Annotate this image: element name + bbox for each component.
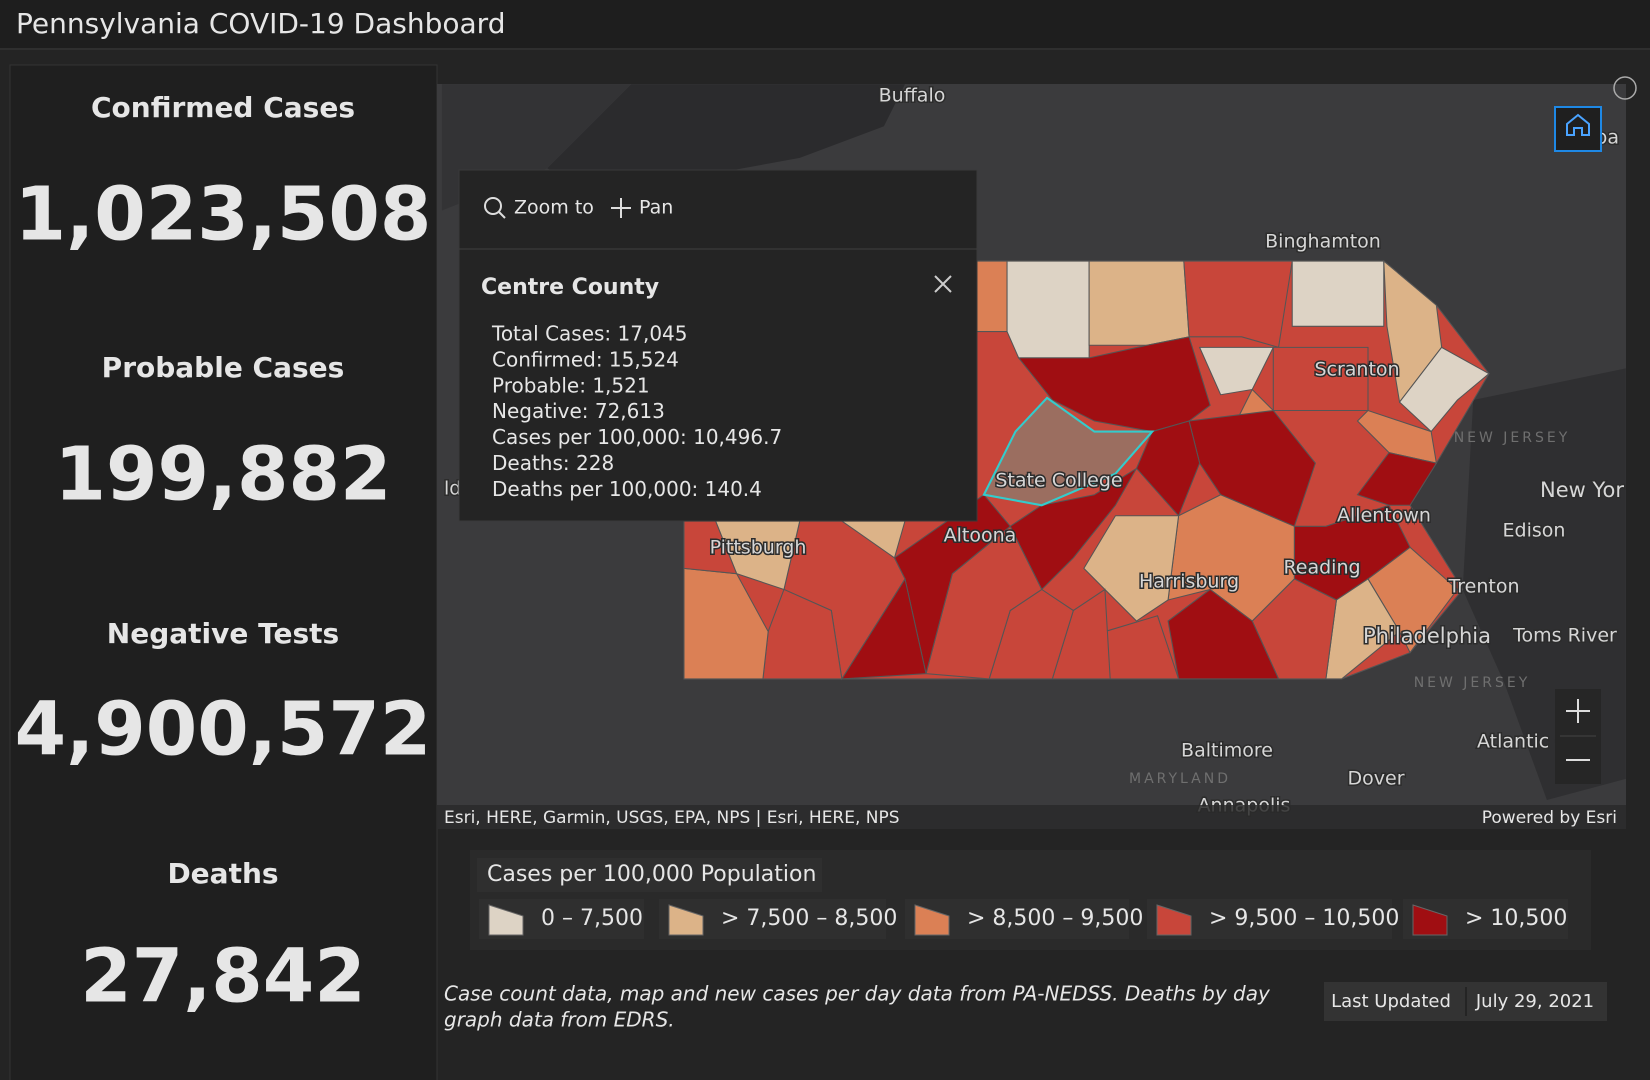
county [1167, 494, 1295, 622]
footer-note: graph data from EDRS. [444, 1008, 675, 1032]
legend-swatch [668, 904, 704, 936]
legend-title-box [477, 858, 822, 892]
map-shapes [441, 84, 1626, 800]
county [1356, 452, 1438, 506]
place-label: ld [444, 478, 461, 500]
place-label: Allentown [1337, 505, 1431, 527]
stats: Confirmed Cases 1,023,508 Probable Cases 19… [15, 91, 432, 1020]
fullscreen-button[interactable] [1613, 76, 1637, 100]
footer-note: Case count data, map and new cases per d… [444, 982, 1271, 1006]
header-title: Pennsylvania COVID-19 Dashboard [16, 7, 505, 40]
stat-value: 199,882 [54, 432, 391, 518]
attribution: Esri, HERE, Garmin, USGS, EPA, NPS | Esr… [444, 808, 900, 828]
place-label: Edison [1503, 520, 1566, 542]
place-label: Altoona [944, 525, 1017, 547]
place-label: Binghamton [1265, 231, 1381, 253]
place-label: New Yor [1540, 478, 1624, 502]
popup-field: Confirmed: 15,524 [492, 347, 679, 371]
legend-label: > 8,500 – 9,500 [967, 906, 1143, 931]
county [976, 260, 1008, 333]
popup-title: Centre County [481, 275, 659, 300]
county [1183, 260, 1293, 349]
popup-box [458, 169, 978, 522]
place-label: Toms River [1512, 625, 1617, 647]
popup-field: Deaths per 100,000: 140.4 [492, 477, 762, 501]
last-updated-label: Last Updated [1331, 991, 1451, 1012]
centre-county[interactable] [982, 396, 1155, 507]
county [1006, 260, 1090, 359]
place-label: Harrisburg [1139, 571, 1239, 593]
stat-value: 27,842 [80, 934, 366, 1020]
region-label: NEW JERSEY [1454, 430, 1571, 446]
stat-label: Confirmed Cases [91, 91, 355, 124]
pan-icon [611, 198, 631, 218]
zoom-icon [498, 211, 506, 219]
legend: 0 – 7,500 > 7,500 – 8,500 > 8,500 – 9,500 >… [479, 899, 1568, 939]
county [1167, 588, 1280, 680]
stat-value: 4,900,572 [15, 687, 432, 773]
legend-title: Cases per 100,000 Population [487, 862, 816, 887]
popup-action[interactable]: Pan [639, 197, 673, 219]
place-label: State College [995, 470, 1122, 492]
popup: Zoom to Pan Centre County Total Cases: 1… [458, 169, 978, 522]
stat-value: 1,023,508 [15, 172, 432, 258]
county [1135, 420, 1201, 517]
popup-field: Negative: 72,613 [492, 399, 665, 423]
place-label: Pittsburgh [710, 537, 807, 559]
lake-erie [547, 84, 905, 190]
place-label: Buffalo [879, 85, 946, 107]
county [762, 588, 843, 680]
county [1088, 260, 1190, 346]
region-label: NEW JERSEY [1414, 675, 1531, 691]
place-label: Trenton [1447, 576, 1519, 598]
legend-swatch [1156, 904, 1192, 936]
legend-label: > 7,500 – 8,500 [721, 906, 897, 931]
popup-field: Total Cases: 17,045 [491, 322, 688, 346]
stat-label: Probable Cases [102, 351, 345, 384]
popup-close[interactable] [934, 275, 952, 293]
county [1017, 336, 1211, 433]
legend-swatch [1412, 904, 1448, 936]
popup-field: Cases per 100,000: 10,496.7 [492, 425, 782, 449]
popup-field: Probable: 1,521 [492, 373, 650, 397]
stat-label: Deaths [167, 857, 278, 890]
county [1398, 346, 1490, 433]
legend-swatch [488, 904, 524, 936]
place-label: Reading [1283, 557, 1360, 579]
place-label: Philadelphia [1363, 624, 1491, 648]
legend-label: > 10,500 [1465, 906, 1567, 931]
place-label: Baltimore [1181, 740, 1273, 762]
county [1291, 260, 1385, 327]
popup-action[interactable]: Zoom to [514, 197, 594, 219]
legend-label: > 9,500 – 10,500 [1209, 906, 1399, 931]
counties [683, 259, 1490, 681]
map[interactable]: Buffalo Binghamton Scranton NEW JERSEY N… [437, 76, 1637, 829]
legend-label: 0 – 7,500 [541, 906, 643, 931]
powered-by[interactable]: Powered by Esri [1482, 808, 1617, 828]
place-label: Atlantic C [1477, 731, 1569, 753]
zoom-icon [484, 197, 502, 215]
last-updated: July 29, 2021 [1475, 991, 1594, 1012]
legend-swatch [914, 904, 950, 936]
popup-field: Deaths: 228 [492, 451, 614, 475]
place-label: Scranton [1314, 359, 1399, 381]
zoom-in-button[interactable] [1566, 699, 1590, 723]
stat-label: Negative Tests [107, 617, 339, 650]
attribution-bar [437, 805, 1626, 829]
stats-panel [9, 64, 438, 1080]
place-label: Dover [1348, 768, 1405, 790]
home-icon [1566, 113, 1590, 136]
header-bar [0, 0, 1650, 48]
region-label: MARYLAND [1129, 771, 1231, 787]
